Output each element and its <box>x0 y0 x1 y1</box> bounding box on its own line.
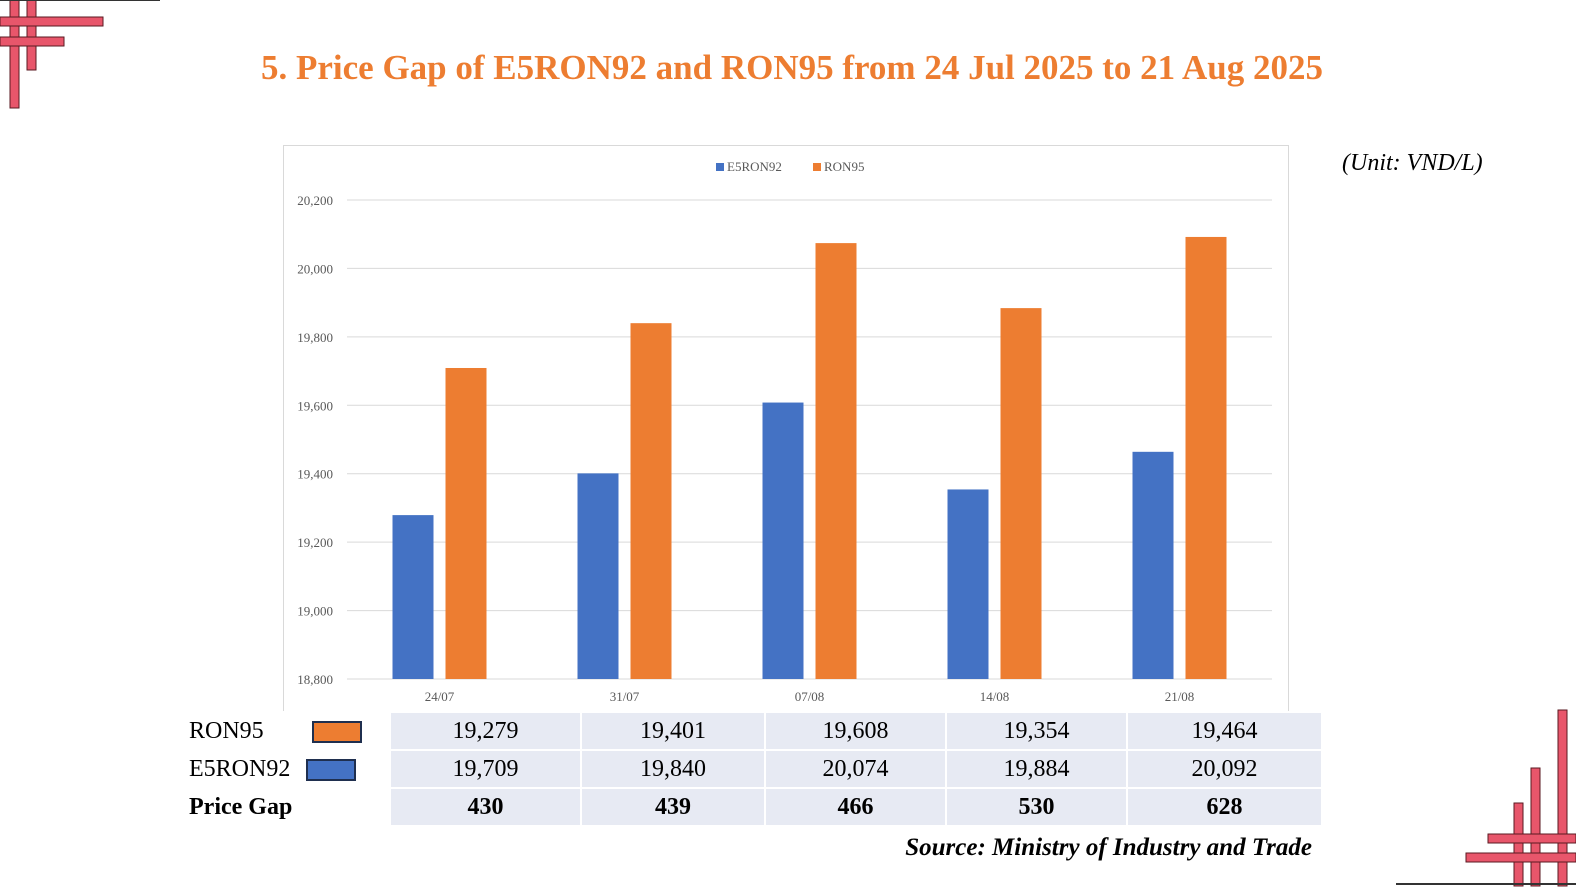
y-tick-label: 20,000 <box>297 261 333 276</box>
bar-ron95-14-08 <box>1000 308 1042 679</box>
legend-swatch <box>306 758 357 781</box>
table-cell: 466 <box>764 787 947 827</box>
page-title: 5. Price Gap of E5RON92 and RON95 from 2… <box>261 48 1323 87</box>
bar-e5ron92-14-08 <box>947 489 989 679</box>
row-label-cell: RON95 <box>187 711 391 751</box>
table-cell: 20,092 <box>1126 749 1323 789</box>
x-tick-label: 24/07 <box>425 689 455 704</box>
bar-e5ron92-21-08 <box>1132 451 1174 679</box>
table-cell: 19,354 <box>945 711 1128 751</box>
legend-label-ron95: RON95 <box>824 159 864 174</box>
table-cell: 20,074 <box>764 749 947 789</box>
row-label: RON95 <box>189 717 264 744</box>
legend-swatch-e5ron92 <box>716 163 724 171</box>
corner-ornament-top-left <box>0 0 160 109</box>
x-tick-label: 21/08 <box>1165 689 1195 704</box>
x-tick-label: 14/08 <box>980 689 1010 704</box>
y-tick-label: 19,400 <box>297 467 333 482</box>
y-tick-label: 18,800 <box>297 672 333 687</box>
table-cell: 530 <box>945 787 1128 827</box>
bar-e5ron92-24-07 <box>392 515 434 679</box>
legend-swatch-ron95 <box>813 163 821 171</box>
table-row: RON95 19,279 19,401 19,608 19,354 19,464 <box>187 711 1323 751</box>
bar-e5ron92-31-07 <box>577 473 619 679</box>
table-cell: 628 <box>1126 787 1323 827</box>
y-tick-label: 19,200 <box>297 535 333 550</box>
row-label: E5RON92 <box>189 755 291 782</box>
table-row: Price Gap 430 439 466 530 628 <box>187 787 1323 827</box>
bar-chart-svg: 18,800 19,000 19,200 19,400 19,600 19,800 20,0… <box>297 159 1272 704</box>
y-tick-label: 19,000 <box>297 604 333 619</box>
x-tick-label: 31/07 <box>610 689 640 704</box>
legend-label-e5ron92: E5RON92 <box>727 159 782 174</box>
table-cell: 19,840 <box>580 749 766 789</box>
table-cell: 430 <box>389 787 582 827</box>
table-cell: 19,464 <box>1126 711 1323 751</box>
table-cell: 439 <box>580 787 766 827</box>
bar-ron95-24-07 <box>445 367 487 679</box>
table-cell: 19,279 <box>389 711 582 751</box>
bar-e5ron92-07-08 <box>762 402 804 679</box>
bar-ron95-07-08 <box>815 243 857 680</box>
bar-ron95-21-08 <box>1185 236 1227 680</box>
x-tick-label: 07/08 <box>795 689 825 704</box>
table-cell: 19,884 <box>945 749 1128 789</box>
price-table: RON95 19,279 19,401 19,608 19,354 19,464 E5RON… <box>187 711 1323 827</box>
bar-ron95-31-07 <box>630 323 672 679</box>
unit-label: (Unit: VND/L) <box>1342 150 1483 176</box>
row-label: Price Gap <box>189 793 293 820</box>
table-cell: 19,401 <box>580 711 766 751</box>
table-row: E5RON92 19,709 19,840 20,074 19,884 20,092 <box>187 749 1323 789</box>
table-cell: 19,608 <box>764 711 947 751</box>
table-cell: 19,709 <box>389 749 582 789</box>
y-tick-label: 20,200 <box>297 193 333 208</box>
y-tick-label: 19,600 <box>297 398 333 413</box>
legend-swatch <box>311 720 362 743</box>
bar-chart: 18,800 19,000 19,200 19,400 19,600 19,800 20,0… <box>283 145 1289 713</box>
source-note: Source: Ministry of Industry and Trade <box>905 834 1312 861</box>
y-tick-label: 19,800 <box>297 330 333 345</box>
row-label-cell: Price Gap <box>187 787 391 827</box>
corner-ornament-bottom-right <box>1396 709 1576 887</box>
row-label-cell: E5RON92 <box>187 749 391 789</box>
